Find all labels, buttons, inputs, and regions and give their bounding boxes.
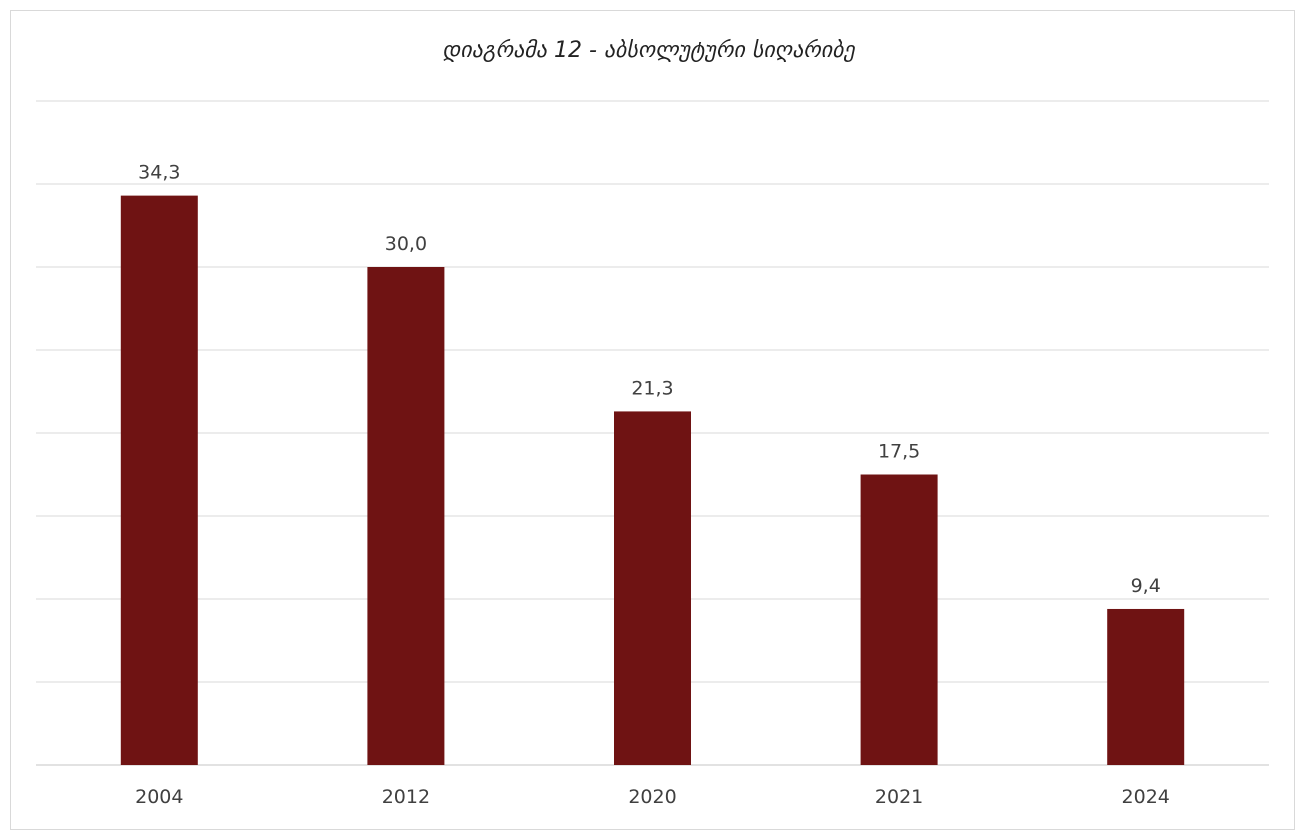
x-tick-label-2021: 2021 bbox=[875, 786, 923, 808]
data-label-2021: 17,5 bbox=[878, 441, 920, 463]
x-tick-label-2012: 2012 bbox=[382, 786, 430, 808]
data-label-2012: 30,0 bbox=[385, 233, 427, 255]
x-tick-label-2004: 2004 bbox=[135, 786, 183, 808]
bar-2012 bbox=[367, 267, 445, 765]
x-tick-label-2020: 2020 bbox=[628, 786, 676, 808]
bar-2024 bbox=[1107, 608, 1185, 765]
data-label-2024: 9,4 bbox=[1131, 575, 1161, 597]
bar-2020 bbox=[614, 411, 691, 765]
x-tick-label-2024: 2024 bbox=[1122, 786, 1170, 808]
data-label-2020: 21,3 bbox=[631, 377, 673, 399]
bar-2021 bbox=[860, 474, 938, 765]
data-label-2004: 34,3 bbox=[138, 162, 180, 184]
bar-2004 bbox=[120, 195, 198, 765]
chart-title: დიაგრამა 12 - აბსოლუტური სიღარიბე bbox=[442, 38, 855, 63]
